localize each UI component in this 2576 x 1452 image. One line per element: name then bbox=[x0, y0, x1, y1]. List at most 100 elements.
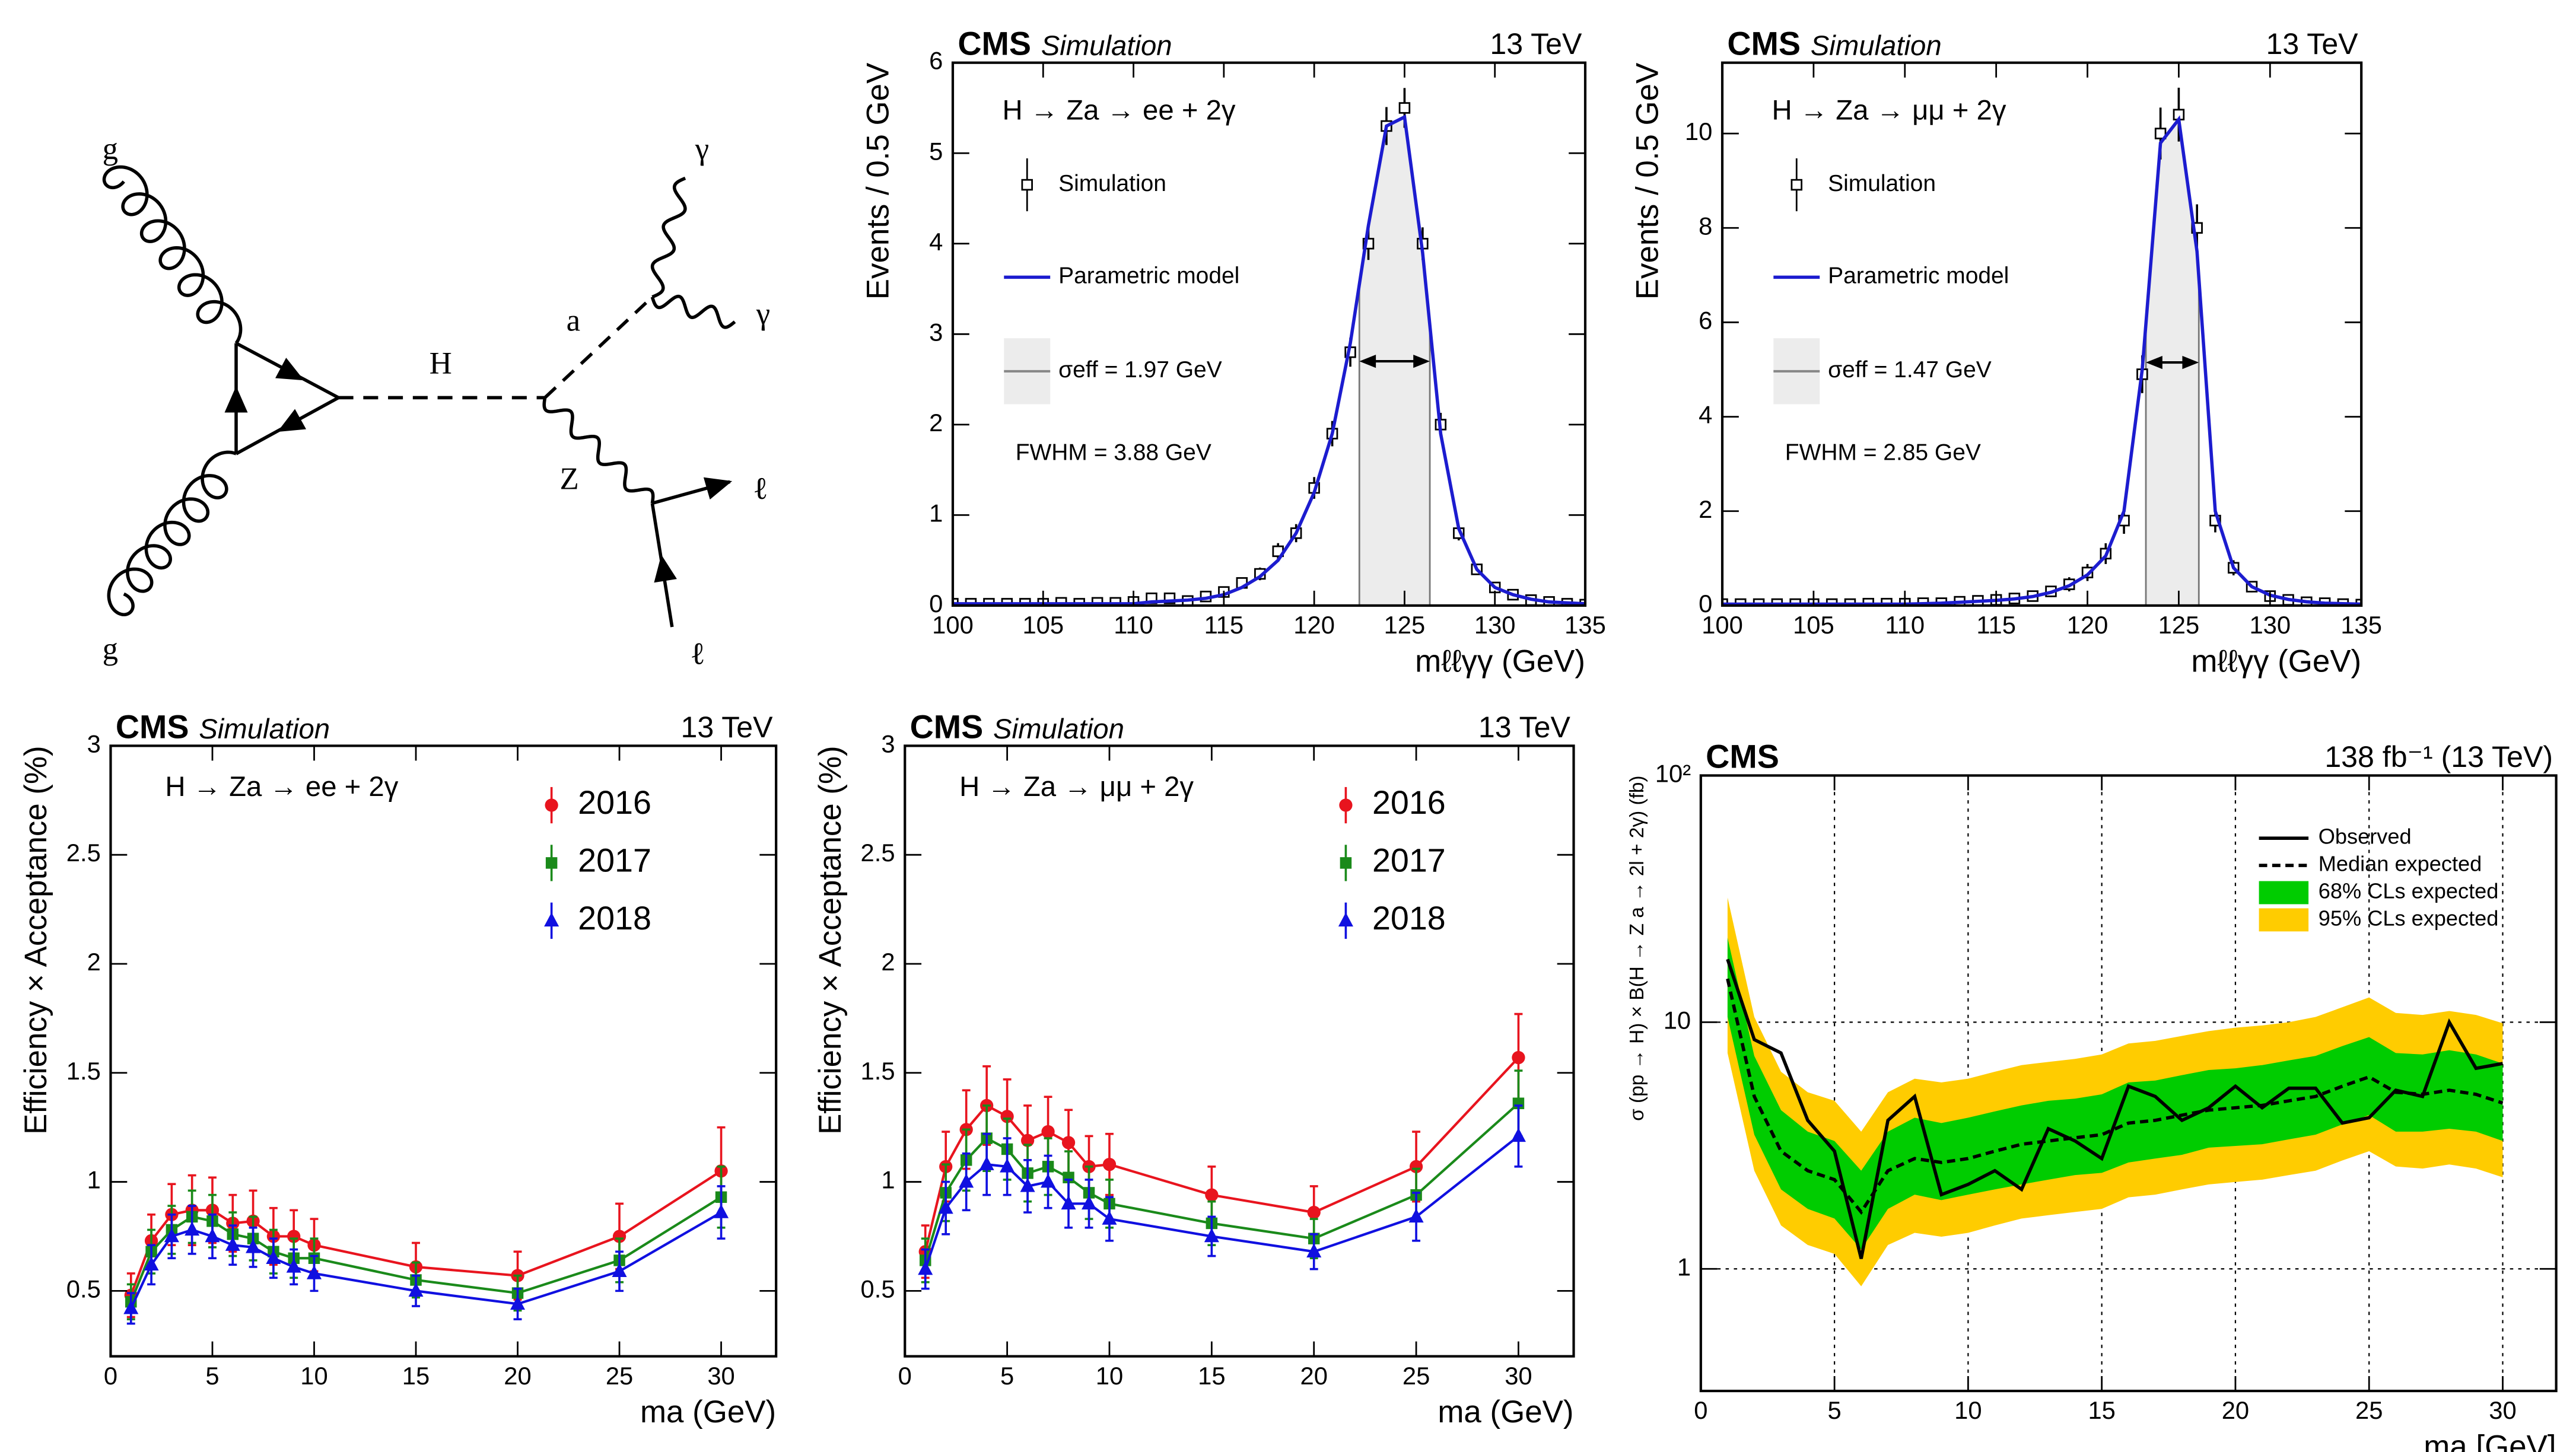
legend-label: 2018 bbox=[1372, 900, 1446, 937]
gluon-line bbox=[107, 450, 237, 617]
particle-label: ℓ bbox=[690, 636, 705, 671]
x-tick-label: 100 bbox=[932, 611, 974, 639]
marker bbox=[246, 1238, 261, 1253]
x-tick-label: 110 bbox=[1885, 611, 1925, 639]
x-tick-label: 0 bbox=[104, 1362, 117, 1390]
y-tick-label: 3 bbox=[881, 730, 895, 757]
arrow-head bbox=[2182, 355, 2199, 370]
y-tick-label: 4 bbox=[1699, 401, 1712, 429]
y-tick-label: 0 bbox=[929, 590, 943, 617]
x-tick-label: 135 bbox=[2340, 611, 2382, 639]
chart-title: CMS bbox=[910, 708, 984, 745]
x-tick-label: 130 bbox=[2249, 611, 2291, 639]
x-tick-label: 30 bbox=[1505, 1362, 1532, 1390]
series-line bbox=[129, 1170, 722, 1296]
marker bbox=[545, 798, 558, 812]
marker bbox=[185, 1221, 200, 1236]
y-tick-label: 6 bbox=[1699, 306, 1712, 334]
marker bbox=[1061, 1136, 1076, 1150]
energy-label: 13 TeV bbox=[1478, 711, 1571, 744]
plot-frame bbox=[109, 744, 778, 1358]
marker bbox=[123, 1300, 139, 1314]
marker bbox=[1000, 1110, 1014, 1123]
marker bbox=[1338, 912, 1353, 926]
model-curve bbox=[952, 114, 1585, 606]
legend-label: Parametric model bbox=[1828, 263, 2009, 289]
marker bbox=[510, 1295, 526, 1310]
marker bbox=[545, 857, 558, 869]
x-tick-label: 115 bbox=[1976, 611, 2016, 639]
legend-label: Simulation bbox=[1828, 171, 1936, 196]
marker bbox=[714, 1204, 729, 1218]
y-tick-label: 3 bbox=[87, 730, 101, 757]
x-tick-label: 25 bbox=[1403, 1362, 1430, 1390]
process-label: H → Za → μμ + 2γ bbox=[1772, 95, 2006, 126]
marker bbox=[1061, 1195, 1076, 1210]
marker bbox=[1512, 1050, 1525, 1065]
plot-area bbox=[1722, 87, 2362, 606]
y-tick-label: 3 bbox=[929, 318, 943, 346]
y-tick-label: 5 bbox=[929, 137, 943, 165]
marker bbox=[225, 1237, 240, 1251]
marker bbox=[1020, 1178, 1035, 1192]
particle-label: ℓ bbox=[753, 472, 768, 506]
energy-label: 13 TeV bbox=[681, 711, 774, 744]
arrow bbox=[703, 477, 733, 500]
marker bbox=[1340, 857, 1352, 869]
y-tick-label: 0.5 bbox=[861, 1275, 895, 1303]
x-axis-label: ma (GeV) bbox=[1438, 1394, 1573, 1429]
marker bbox=[1398, 102, 1411, 114]
marker bbox=[1409, 1160, 1423, 1173]
plot-frame bbox=[1699, 774, 2558, 1393]
marker bbox=[408, 1282, 424, 1297]
y-tick-label: 10 bbox=[1664, 1006, 1691, 1034]
gluon-line bbox=[102, 165, 243, 345]
x-axis-label: mℓℓγγ (GeV) bbox=[2191, 644, 2361, 679]
plot-area bbox=[123, 1126, 729, 1325]
legend-label: Median expected bbox=[2319, 852, 2482, 876]
sigma-eff-label: σeff = 1.97 GeV bbox=[1058, 357, 1222, 383]
x-axis-label: mℓℓγγ (GeV) bbox=[1415, 644, 1585, 679]
plot-area bbox=[1700, 775, 2556, 1392]
particle-label: g bbox=[103, 632, 118, 666]
energy-label: 13 TeV bbox=[2266, 27, 2359, 60]
x-tick-label: 30 bbox=[707, 1362, 734, 1390]
x-tick-label: 20 bbox=[1300, 1362, 1328, 1390]
marker bbox=[1041, 1125, 1055, 1139]
marker bbox=[1204, 1228, 1219, 1243]
x-tick-label: 5 bbox=[1000, 1362, 1014, 1390]
x-tick-label: 105 bbox=[1793, 611, 1834, 639]
limit-line bbox=[1726, 959, 2503, 1259]
boson-line bbox=[542, 397, 655, 504]
legend-label: 68% CLs expected bbox=[2319, 879, 2499, 903]
boson-line bbox=[650, 294, 736, 329]
marker bbox=[612, 1263, 627, 1278]
y-tick-label: 10 bbox=[1685, 117, 1712, 145]
x-tick-label: 5 bbox=[1828, 1396, 1842, 1424]
y-tick-label: 1.5 bbox=[861, 1057, 895, 1085]
x-tick-label: 5 bbox=[205, 1362, 219, 1390]
x-tick-label: 100 bbox=[1702, 611, 1743, 639]
series-line bbox=[129, 1196, 722, 1303]
chart-subtitle: Simulation bbox=[1811, 30, 1942, 62]
legend-label: Simulation bbox=[1058, 171, 1166, 196]
marker bbox=[938, 1199, 953, 1214]
y-tick-label: 1 bbox=[929, 499, 943, 527]
x-tick-label: 10 bbox=[1954, 1396, 1982, 1424]
legend-swatch bbox=[2259, 881, 2309, 905]
plot-area bbox=[952, 88, 1585, 606]
marker bbox=[286, 1259, 301, 1273]
marker bbox=[1791, 179, 1803, 191]
expected-band bbox=[1727, 937, 2503, 1250]
y-tick-label: 1.5 bbox=[66, 1057, 101, 1085]
x-tick-label: 15 bbox=[1198, 1362, 1225, 1390]
y-tick-label: 8 bbox=[1699, 212, 1712, 240]
y-tick-label: 2 bbox=[929, 409, 943, 437]
y-axis-label: Efficiency × Acceptance (%) bbox=[813, 746, 848, 1135]
legend-label: 2018 bbox=[578, 900, 651, 937]
chart-title: CMS bbox=[958, 26, 1031, 62]
x-tick-label: 110 bbox=[1114, 611, 1153, 639]
marker bbox=[1510, 1128, 1526, 1142]
arrows bbox=[224, 358, 733, 583]
plot-area bbox=[918, 1012, 1526, 1290]
